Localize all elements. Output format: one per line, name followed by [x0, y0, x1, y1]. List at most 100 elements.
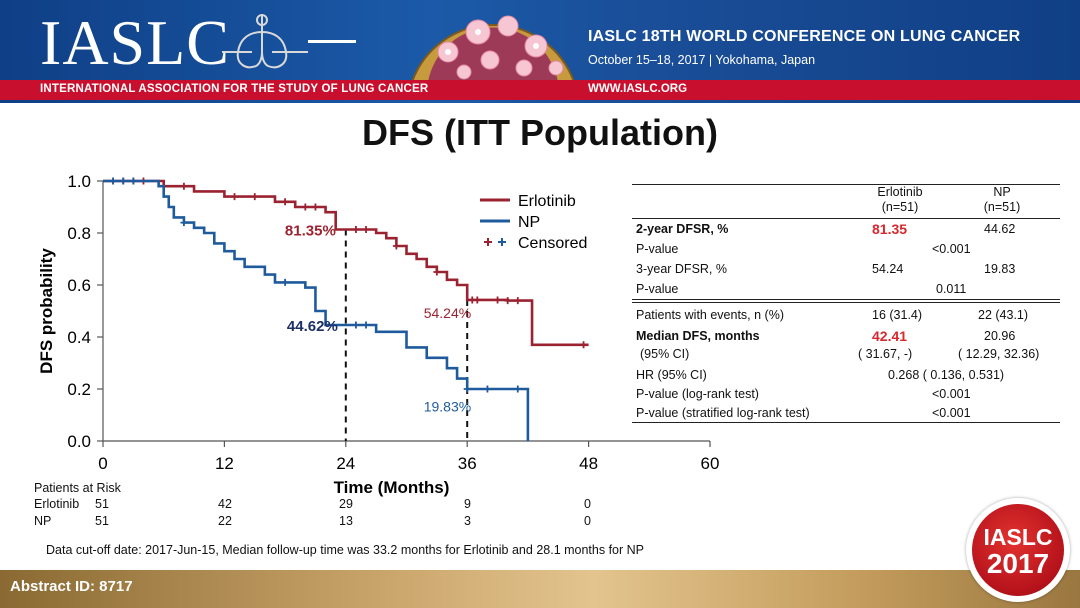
row-label: (95% CI) — [640, 347, 690, 361]
np-censor-mark — [180, 219, 188, 227]
row-label: HR (95% CI) — [636, 368, 707, 382]
np-censor-mark — [483, 385, 491, 393]
row-label: P-value — [636, 282, 679, 296]
km-chart: 0.0 0.2 0.4 0.6 0.8 1.0 0 12 24 36 48 60 Time (Month… — [37, 172, 720, 497]
erlotinib-survival-curve — [103, 179, 589, 347]
row-label: P-value (stratified log-rank test) — [636, 406, 810, 420]
y-tick-label: 0.2 — [67, 380, 91, 399]
col-header-np-line2: (n=51) — [983, 200, 1021, 214]
dfs-summary-table: Erlotinib (n=51) NP (n=51) 2-year DFSR, … — [632, 181, 1060, 423]
website-url: WWW.IASLC.ORG — [588, 83, 688, 95]
abstract-id: Abstract ID: 8717 — [10, 578, 133, 595]
col-header-np-line1: NP — [993, 185, 1011, 199]
table-rule-header — [632, 218, 1060, 219]
ci-erlotinib-value: ( 31.67, -) — [858, 347, 913, 361]
association-strip — [0, 80, 1080, 100]
np-censor-mark — [463, 385, 471, 393]
table-rule-bottom — [632, 422, 1060, 423]
conference-dates: October 15–18, 2017 | Yokohama, Japan — [588, 53, 816, 67]
erlotinib-censor-mark — [580, 341, 588, 349]
x-tick-label: 12 — [215, 454, 234, 473]
p-value-3yr: 0.011 — [936, 282, 967, 296]
association-name: INTERNATIONAL ASSOCIATION FOR THE STUDY … — [40, 83, 429, 95]
legend-censor-np-icon — [498, 238, 506, 246]
legend-label-censored: Censored — [518, 235, 587, 252]
erlotinib-censor-mark — [494, 296, 502, 304]
y-tick-label: 0.0 — [67, 432, 91, 451]
col-header-erlotinib-line1: Erlotinib — [877, 185, 923, 199]
np-censor-mark — [352, 321, 360, 329]
row-label: 3-year DFSR, % — [636, 262, 727, 276]
risk-value: 51 — [95, 514, 109, 528]
risk-row-erlotinib-label: Erlotinib — [34, 497, 80, 511]
np-censor-mark — [129, 177, 137, 185]
legend-censor-erlotinib-icon — [484, 238, 492, 246]
erlotinib-censor-mark — [362, 225, 370, 233]
np-censor-mark — [109, 177, 117, 185]
legend-label-erlotinib: Erlotinib — [518, 193, 576, 210]
row-label: Patients with events, n (%) — [636, 308, 784, 322]
events-np-value: 22 (43.1) — [978, 308, 1029, 322]
hr-value: 0.268 ( 0.136, 0.531) — [888, 368, 1005, 382]
erlotinib-censor-mark — [180, 182, 188, 190]
events-erlotinib-value: 16 (31.4) — [872, 308, 923, 322]
np-survival-curve — [103, 179, 530, 441]
risk-value: 3 — [464, 514, 471, 528]
erlotinib-censor-mark — [514, 297, 522, 305]
dfsr3-np-value: 19.83 — [984, 262, 1016, 276]
logrank-p-value: <0.001 — [932, 387, 971, 401]
x-axis-label: Time (Months) — [334, 478, 450, 497]
col-header-np: NP (n=51) — [962, 185, 1042, 215]
legend-label-np: NP — [518, 214, 540, 231]
iaslc-logo-text: IASLC — [40, 7, 230, 78]
risk-value: 0 — [584, 514, 591, 528]
badge-line1: IASLC — [983, 524, 1053, 550]
erlotinib-censor-mark — [392, 242, 400, 250]
bottom-bar — [0, 570, 1080, 608]
risk-value: 9 — [464, 497, 471, 511]
x-tick-label: 0 — [98, 454, 107, 473]
risk-value: 29 — [339, 497, 353, 511]
col-header-erlotinib: Erlotinib (n=51) — [860, 185, 940, 215]
x-tick-label: 36 — [458, 454, 477, 473]
dfsr2-np-value: 44.62 — [984, 222, 1016, 236]
iaslc-2017-badge: IASLC 2017 — [966, 498, 1070, 602]
stratified-logrank-p-value: <0.001 — [932, 406, 971, 420]
footnote: Data cut-off date: 2017-Jun-15, Median f… — [46, 543, 645, 557]
np-censor-mark — [362, 321, 370, 329]
sakura-fan-illustration — [410, 15, 576, 83]
dfsr2-erlotinib-value: 81.35 — [872, 221, 908, 237]
table-rule-top — [632, 184, 1060, 185]
annotation-np: 19.83% — [424, 398, 471, 414]
median-erlotinib-value: 42.41 — [872, 328, 908, 344]
annotation-erlotinib: 81.35% — [285, 222, 336, 239]
erlotinib-censor-mark — [281, 198, 289, 206]
erlotinib-censor-mark — [473, 296, 481, 304]
row-label: 2-year DFSR, % — [636, 222, 729, 236]
erlotinib-censor-mark — [352, 225, 360, 233]
ci-np-value: ( 12.29, 32.36) — [958, 347, 1040, 361]
erlotinib-censor-mark — [301, 203, 309, 211]
risk-table-title: Patients at Risk — [34, 481, 121, 495]
erlotinib-censor-mark — [231, 193, 239, 201]
risk-value: 42 — [218, 497, 232, 511]
slide-title: DFS (ITT Population) — [362, 112, 718, 153]
np-censor-mark — [119, 177, 127, 185]
x-tick-label: 24 — [336, 454, 355, 473]
badge-line2: 2017 — [986, 548, 1050, 579]
y-tick-label: 1.0 — [67, 172, 91, 191]
row-label: Median DFS, months — [636, 329, 760, 343]
logo-rule — [308, 40, 356, 43]
risk-value: 0 — [584, 497, 591, 511]
p-value-2yr: <0.001 — [932, 242, 971, 256]
y-axis-label: DFS probability — [37, 248, 56, 374]
x-tick-label: 60 — [701, 454, 720, 473]
erlotinib-censor-mark — [251, 193, 259, 201]
np-censor-mark — [514, 385, 522, 393]
erlotinib-censor-mark — [311, 203, 319, 211]
dfsr3-erlotinib-value: 54.24 — [872, 262, 904, 276]
table-rule-mid2 — [632, 302, 1060, 303]
y-tick-label: 0.8 — [67, 224, 91, 243]
col-header-erlotinib-line2: (n=51) — [881, 200, 919, 214]
annotation-erlotinib: 54.24% — [424, 305, 471, 321]
